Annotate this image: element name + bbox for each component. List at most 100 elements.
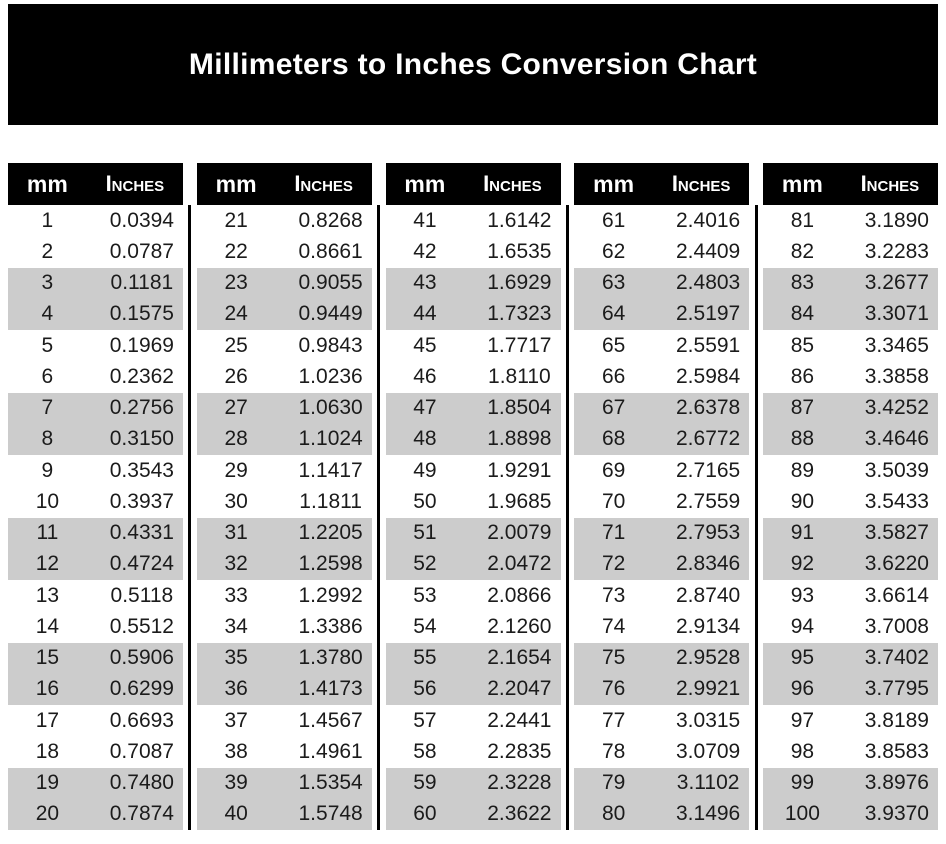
table-row: 27 1.0630 <box>196 392 372 424</box>
page-title: Millimeters to Inches Conversion Chart <box>188 47 758 81</box>
inches-value: 1.1024 <box>298 427 363 451</box>
table-row: 23 0.9055 <box>196 267 372 299</box>
mm-value: 99 <box>790 771 815 795</box>
inches-value: 0.9449 <box>298 302 363 326</box>
mm-value: 57 <box>413 708 437 732</box>
inches-value: 0.3937 <box>109 489 174 513</box>
mm-value: 47 <box>413 396 437 420</box>
table-row: 42 1.6535 <box>386 236 561 267</box>
table-row: 14 0.5512 <box>8 611 183 642</box>
table-row: 41 1.6142 <box>386 205 561 236</box>
table-row: 18 0.7087 <box>8 736 183 767</box>
table-row: 22 0.8661 <box>197 236 372 267</box>
table-row: 1 0.0394 <box>8 205 183 236</box>
inches-value: 3.2677 <box>864 271 929 295</box>
inches-value: 3.6220 <box>864 552 929 576</box>
inches-value: 2.5984 <box>676 364 741 388</box>
inches-value: 0.1181 <box>110 271 174 295</box>
table-row: 94 3.7008 <box>763 611 938 642</box>
table-row: 99 3.8976 <box>763 767 938 799</box>
table-row: 16 0.6299 <box>8 673 183 705</box>
mm-value: 23 <box>224 271 248 295</box>
mm-value: 55 <box>413 646 437 670</box>
mm-value: 7 <box>41 396 54 420</box>
table-row: 38 1.4961 <box>197 736 372 767</box>
mm-value: 74 <box>601 614 626 638</box>
inches-value: 2.3622 <box>487 802 552 826</box>
inches-value: 3.5433 <box>864 489 929 513</box>
inches-value: 2.2835 <box>487 739 552 763</box>
mm-value: 36 <box>224 677 248 701</box>
inches-value: 2.6772 <box>676 427 741 451</box>
inches-value: 1.6535 <box>487 239 552 263</box>
table-row: 39 1.5354 <box>196 767 372 799</box>
inches-value: 3.3858 <box>864 364 929 388</box>
column-group-3: mm Inches 41 1.6142 42 1.6535 43 1.6929 44 1.7323… <box>385 163 561 830</box>
mm-value: 6 <box>41 364 54 388</box>
inches-value: 1.3386 <box>298 614 363 638</box>
inches-value: 1.9685 <box>487 489 552 513</box>
mm-value: 85 <box>790 333 815 357</box>
inches-value: 1.4173 <box>298 677 363 701</box>
column-header-inches: Inches <box>671 171 731 196</box>
inches-value: 3.7402 <box>864 646 929 670</box>
table-row: 87 3.4252 <box>763 392 938 424</box>
mm-value: 64 <box>601 302 626 326</box>
column-group-4: mm Inches 61 2.4016 62 2.4409 63 2.4803 64 2.5197… <box>574 163 750 830</box>
conversion-table: mm Inches 1 0.0394 2 0.0787 3 0.1181 4 0.1575 5 0.1… <box>8 163 938 830</box>
inches-value: 0.2756 <box>109 396 174 420</box>
inches-value: 3.8583 <box>864 739 929 763</box>
mm-value: 88 <box>790 427 815 451</box>
mm-value: 37 <box>224 708 248 732</box>
column-header-mm: mm <box>593 170 635 197</box>
mm-value: 69 <box>601 458 626 482</box>
mm-value: 96 <box>790 677 815 701</box>
table-row: 46 1.8110 <box>386 361 561 392</box>
inches-value: 2.2047 <box>487 677 552 701</box>
mm-value: 70 <box>601 489 626 513</box>
mm-value: 22 <box>224 239 248 263</box>
inches-value: 3.3465 <box>864 333 929 357</box>
mm-value: 45 <box>413 333 437 357</box>
inches-value: 2.2441 <box>487 708 552 732</box>
inches-value: 0.9055 <box>298 271 363 295</box>
mm-value: 94 <box>790 614 815 638</box>
column-divider <box>755 205 758 830</box>
mm-value: 61 <box>601 208 626 232</box>
table-row: 93 3.6614 <box>763 580 938 611</box>
inches-value: 0.0394 <box>109 208 174 232</box>
table-row: 13 0.5118 <box>8 580 183 611</box>
inches-value: 0.7874 <box>109 802 174 826</box>
mm-value: 25 <box>224 333 248 357</box>
inches-value: 0.6299 <box>109 677 174 701</box>
mm-value: 16 <box>35 677 60 701</box>
table-row: 45 1.7717 <box>386 330 561 361</box>
column-divider <box>377 205 380 830</box>
inches-value: 0.5906 <box>109 646 174 670</box>
column-header-mm: mm <box>215 170 257 197</box>
table-row: 81 3.1890 <box>763 205 938 236</box>
column-header: mm Inches <box>8 163 183 205</box>
column-header: mm Inches <box>385 163 561 205</box>
mm-value: 62 <box>601 239 626 263</box>
mm-value: 26 <box>224 364 248 388</box>
inches-value: 0.2362 <box>109 364 174 388</box>
table-row: 65 2.5591 <box>574 330 749 361</box>
inches-value: 3.0315 <box>676 708 741 732</box>
inches-value: 2.8346 <box>676 552 741 576</box>
title-banner: Millimeters to Inches Conversion Chart <box>8 4 938 125</box>
table-row: 55 2.1654 <box>385 642 561 674</box>
mm-value: 14 <box>35 614 60 638</box>
inches-value: 2.4409 <box>676 239 741 263</box>
inches-value: 2.3228 <box>487 771 552 795</box>
table-row: 67 2.6378 <box>574 392 750 424</box>
inches-value: 2.4803 <box>676 271 741 295</box>
mm-value: 58 <box>413 739 437 763</box>
mm-value: 53 <box>413 583 437 607</box>
mm-value: 18 <box>35 739 60 763</box>
table-row: 2 0.0787 <box>8 236 183 267</box>
mm-value: 8 <box>41 427 54 451</box>
table-row: 33 1.2992 <box>197 580 372 611</box>
mm-value: 43 <box>413 271 437 295</box>
mm-value: 44 <box>413 302 437 326</box>
